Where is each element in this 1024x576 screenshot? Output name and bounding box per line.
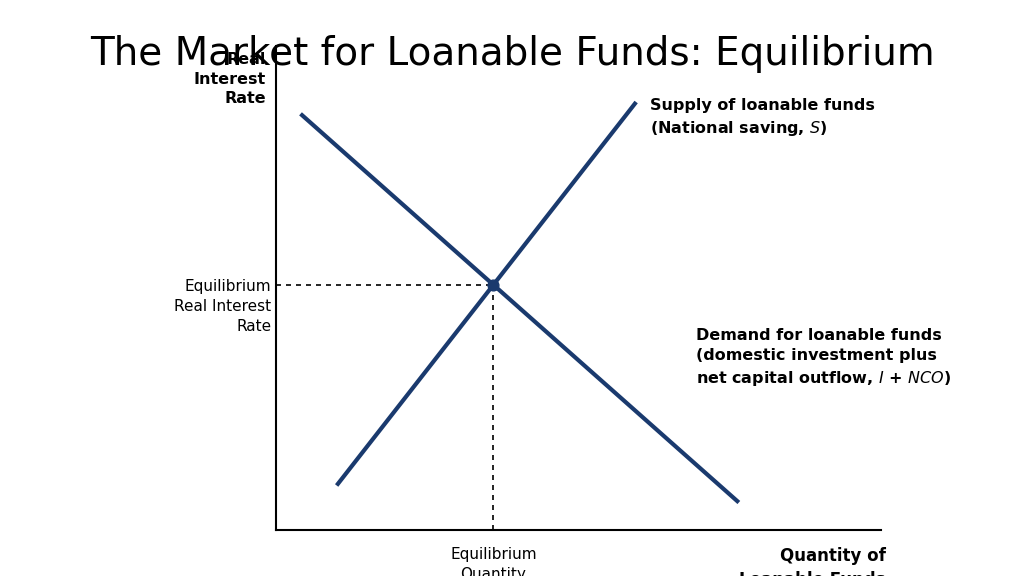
Text: Real
Interest
Rate: Real Interest Rate (194, 52, 266, 107)
Point (485, 281, 502, 290)
Text: Demand for loanable funds
(domestic investment plus
net capital outflow, $\it{I}: Demand for loanable funds (domestic inve… (696, 328, 951, 388)
Text: Quantity of
Loanable Funds: Quantity of Loanable Funds (739, 547, 886, 576)
Text: Equilibrium
Real Interest
Rate: Equilibrium Real Interest Rate (174, 279, 271, 334)
Text: The Market for Loanable Funds: Equilibrium: The Market for Loanable Funds: Equilibri… (90, 35, 934, 73)
Text: Equilibrium
Quantity: Equilibrium Quantity (451, 547, 537, 576)
Text: Supply of loanable funds
(National saving, $\it{S}$): Supply of loanable funds (National savin… (650, 98, 876, 138)
